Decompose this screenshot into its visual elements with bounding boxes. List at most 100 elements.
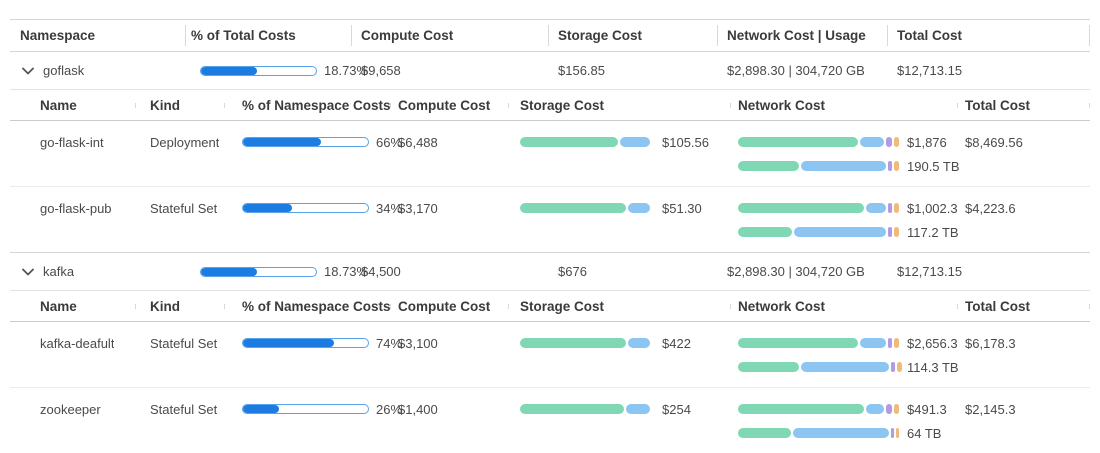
total-costs-bar	[200, 266, 317, 277]
workload-kind: Stateful Set	[150, 335, 218, 351]
storage-cost-bar	[520, 338, 653, 348]
network-bar-purple-segment	[887, 203, 893, 213]
column-header-network-cost-usage: Network Cost | Usage	[717, 20, 887, 51]
network-bar-orange-segment	[894, 137, 900, 147]
storage-bar-green-segment	[520, 137, 619, 147]
total-cost-value: $8,469.56	[965, 134, 1023, 150]
network-bar-purple-segment	[890, 362, 895, 372]
workload-name: zookeeper	[40, 401, 101, 417]
total-cost-value: $12,713.15	[897, 63, 963, 78]
column-header-compute-cost: Compute Cost	[390, 299, 508, 314]
network-bar-green-segment	[738, 404, 865, 414]
workload-kind: Deployment	[150, 134, 220, 150]
column-header-storage-cost: Storage Cost	[548, 20, 717, 51]
network-bar-blue-segment	[860, 338, 886, 348]
storage-cost-bar	[520, 137, 653, 147]
total-cost-value: $2,145.3	[965, 401, 1016, 417]
column-header-namespace-costs-pct: % of Namespace Costs	[224, 299, 390, 314]
network-cost-bar	[738, 137, 900, 147]
network-bar-orange-segment	[894, 161, 900, 171]
total-cost-value: $4,223.6	[965, 200, 1016, 216]
workload-kind: Stateful Set	[150, 401, 218, 417]
network-bar-blue-segment	[800, 161, 886, 171]
column-header-kind: Kind	[135, 98, 224, 113]
workload-name: go-flask-pub	[40, 200, 112, 216]
workload-kind: Stateful Set	[150, 200, 218, 216]
workload-row-go-flask-pub[interactable]: go-flask-pub Stateful Set 34% $3,170 $51…	[10, 186, 1090, 252]
workload-name: kafka-deafult	[40, 335, 115, 351]
workload-row-go-flask-int[interactable]: go-flask-int Deployment 66% $6,488 $105.…	[10, 121, 1090, 186]
network-bar-blue-segment	[866, 404, 884, 414]
column-header-total-cost: Total Cost	[887, 20, 1090, 51]
column-header-network-cost: Network Cost	[730, 98, 957, 113]
network-usage-value: 64 TB	[907, 425, 942, 441]
network-bar-green-segment	[738, 137, 858, 147]
network-bar-blue-segment	[860, 137, 884, 147]
network-bar-blue-segment	[800, 362, 889, 372]
network-bar-blue-segment	[794, 227, 886, 237]
network-bar-orange-segment	[894, 203, 900, 213]
namespace-costs-pct-label: 74%	[376, 335, 403, 351]
namespace-costs-bar-fill	[243, 405, 280, 413]
namespace-costs-bar	[242, 338, 369, 348]
storage-bar-blue-segment	[628, 338, 650, 348]
namespace-costs-pct-label: 26%	[376, 401, 403, 417]
namespace-name: goflask	[43, 63, 85, 78]
column-header-total-cost: Total Cost	[957, 98, 1090, 113]
namespace-costs-bar-fill	[243, 204, 292, 212]
total-costs-bar-fill	[201, 66, 258, 75]
network-bar-purple-segment	[885, 404, 893, 414]
chevron-down-icon[interactable]	[22, 67, 34, 75]
storage-cost-bar	[520, 203, 653, 213]
workloads-table-header: Name Kind % of Namespace Costs Compute C…	[10, 90, 1090, 121]
namespace-costs-pct-label: 34%	[376, 200, 403, 216]
chevron-down-icon[interactable]	[22, 268, 34, 276]
compute-cost-value: $9,658	[361, 63, 401, 78]
network-bar-orange-segment	[894, 338, 900, 348]
network-usage-value: 117.2 TB	[907, 224, 959, 240]
storage-cost-value: $676	[558, 264, 587, 279]
namespace-costs-bar	[242, 203, 369, 213]
workload-row-zookeeper[interactable]: zookeeper Stateful Set 26% $1,400 $254	[10, 387, 1090, 453]
column-header-compute-cost: Compute Cost	[390, 98, 508, 113]
network-cost-value: $2,656.3	[907, 335, 958, 351]
namespace-name-cell: goflask	[10, 52, 185, 89]
total-costs-pct-label: 18.73%	[324, 63, 369, 78]
column-header-kind: Kind	[135, 299, 224, 314]
storage-cost-value: $51.30	[662, 200, 702, 216]
network-bar-green-segment	[738, 203, 865, 213]
network-bar-blue-segment	[866, 203, 886, 213]
workload-name: go-flask-int	[40, 134, 104, 150]
network-usage-value: 114.3 TB	[907, 359, 959, 375]
column-header-compute-cost: Compute Cost	[351, 20, 548, 51]
total-costs-bar	[200, 65, 317, 76]
column-header-name: Name	[40, 298, 77, 314]
compute-cost-value: $3,100	[398, 335, 438, 351]
network-bar-purple-segment	[890, 428, 894, 438]
network-bar-green-segment	[738, 428, 791, 438]
namespace-row-goflask[interactable]: goflask 18.73% $9,658 $156.85 $2,898.30 …	[10, 52, 1090, 90]
network-bar-purple-segment	[887, 161, 893, 171]
namespace-row-kafka[interactable]: kafka 18.73% $4,500 $676 $2,898.30 | 304…	[10, 253, 1090, 291]
storage-cost-value: $422	[662, 335, 691, 351]
namespace-name-cell: kafka	[10, 253, 185, 290]
network-bar-purple-segment	[886, 137, 893, 147]
network-bar-orange-segment	[896, 362, 902, 372]
column-header-namespace-costs-pct: % of Namespace Costs	[224, 98, 390, 113]
network-cost-value: $1,876	[907, 134, 947, 150]
total-cost-value: $6,178.3	[965, 335, 1016, 351]
network-bar-orange-segment	[894, 404, 900, 414]
network-cost-value: $1,002.3	[907, 200, 958, 216]
network-usage-bar	[738, 161, 900, 171]
compute-cost-value: $4,500	[361, 264, 401, 279]
network-usage-bar	[738, 362, 902, 372]
column-header-network-cost: Network Cost	[730, 299, 957, 314]
total-costs-bar-fill	[201, 267, 258, 276]
network-cost-usage-value: $2,898.30 | 304,720 GB	[727, 63, 865, 78]
network-cost-value: $491.3	[907, 401, 947, 417]
workload-row-kafka-deafult[interactable]: kafka-deafult Stateful Set 74% $3,100 $4…	[10, 322, 1090, 387]
network-bar-purple-segment	[887, 227, 893, 237]
network-bar-green-segment	[738, 227, 793, 237]
network-bar-blue-segment	[792, 428, 889, 438]
namespace-costs-bar-fill	[243, 138, 321, 146]
